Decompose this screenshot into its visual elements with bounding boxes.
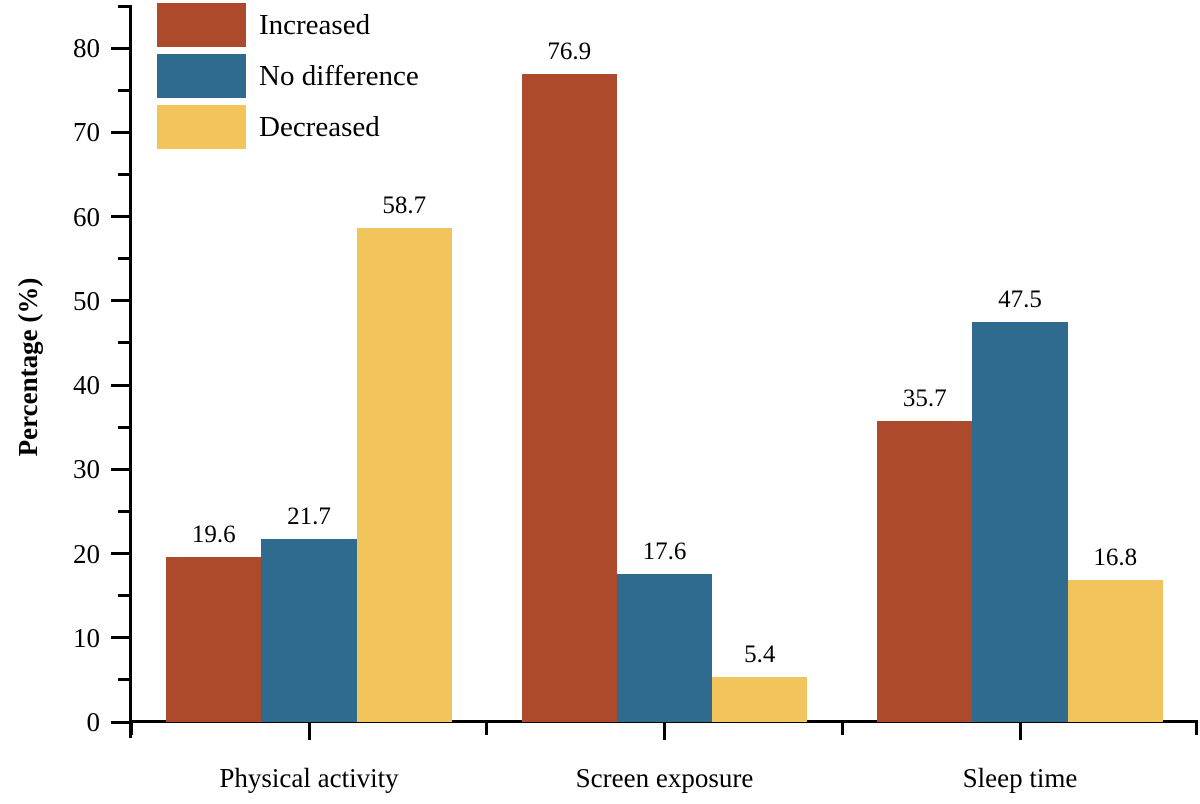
x-major-tick <box>663 722 666 740</box>
bar-increased <box>166 556 262 722</box>
y-tick-label: 30 <box>73 454 100 485</box>
y-major-tick <box>111 46 131 50</box>
legend-label: No difference <box>259 60 419 92</box>
legend-swatch-decreased <box>157 105 246 149</box>
bar-value-label: 5.4 <box>744 640 776 668</box>
bar-increased <box>521 74 617 722</box>
x-minor-tick <box>485 722 489 735</box>
bar-value-label: 35.7 <box>902 385 947 413</box>
x-minor-tick <box>1195 722 1198 735</box>
x-minor-tick <box>129 722 133 735</box>
bar-value-label: 21.7 <box>287 503 331 531</box>
bar-value-label: 76.9 <box>547 38 592 66</box>
bar-value-label: 47.5 <box>998 285 1042 313</box>
y-minor-tick <box>118 4 131 8</box>
y-minor-tick <box>118 341 131 345</box>
y-major-tick <box>111 130 131 134</box>
bar-decreased <box>712 676 808 722</box>
y-major-tick <box>111 636 131 640</box>
x-category-label: Sleep time <box>962 763 1078 793</box>
bar-no-difference <box>616 573 713 722</box>
legend-swatch-increased <box>157 3 246 47</box>
x-major-tick <box>1018 722 1022 740</box>
y-major-tick <box>111 467 131 471</box>
legend-swatch-no-difference <box>157 54 246 98</box>
bar-decreased <box>1067 580 1163 722</box>
y-tick-label: 40 <box>73 370 100 401</box>
y-minor-tick <box>118 88 131 92</box>
bar-no-difference <box>261 539 357 722</box>
y-minor-tick <box>118 594 131 598</box>
bar-value-label: 58.7 <box>382 191 427 219</box>
bar-no-difference <box>972 321 1068 722</box>
y-minor-tick <box>118 172 131 176</box>
y-major-tick <box>111 215 131 219</box>
bar-decreased <box>356 227 452 722</box>
x-category-label: Physical activity <box>219 763 399 793</box>
bar-value-label: 17.6 <box>642 537 687 565</box>
y-major-tick <box>111 552 131 556</box>
y-tick-label: 50 <box>73 285 100 316</box>
y-minor-tick <box>118 257 131 261</box>
y-major-tick <box>111 720 131 724</box>
y-major-tick <box>111 299 131 303</box>
y-major-tick <box>111 383 131 387</box>
x-category-label: Screen exposure <box>575 763 754 793</box>
y-tick-label: 80 <box>73 33 100 64</box>
y-minor-tick <box>118 678 131 682</box>
y-minor-tick <box>118 425 131 429</box>
x-major-tick <box>307 722 311 740</box>
bar-value-label: 19.6 <box>191 520 236 548</box>
bar-value-label: 16.8 <box>1093 544 1138 572</box>
y-tick-label: 0 <box>86 707 101 737</box>
legend-label: Increased <box>259 9 371 41</box>
legend-label: Decreased <box>259 111 380 143</box>
y-minor-tick <box>118 509 131 513</box>
y-tick-label: 60 <box>73 201 100 232</box>
y-tick-label: 10 <box>73 622 100 653</box>
bar-increased <box>877 421 973 722</box>
y-axis-line <box>129 5 132 738</box>
x-minor-tick <box>840 722 844 735</box>
y-tick-label: 70 <box>73 117 100 148</box>
y-tick-label: 20 <box>73 538 100 569</box>
